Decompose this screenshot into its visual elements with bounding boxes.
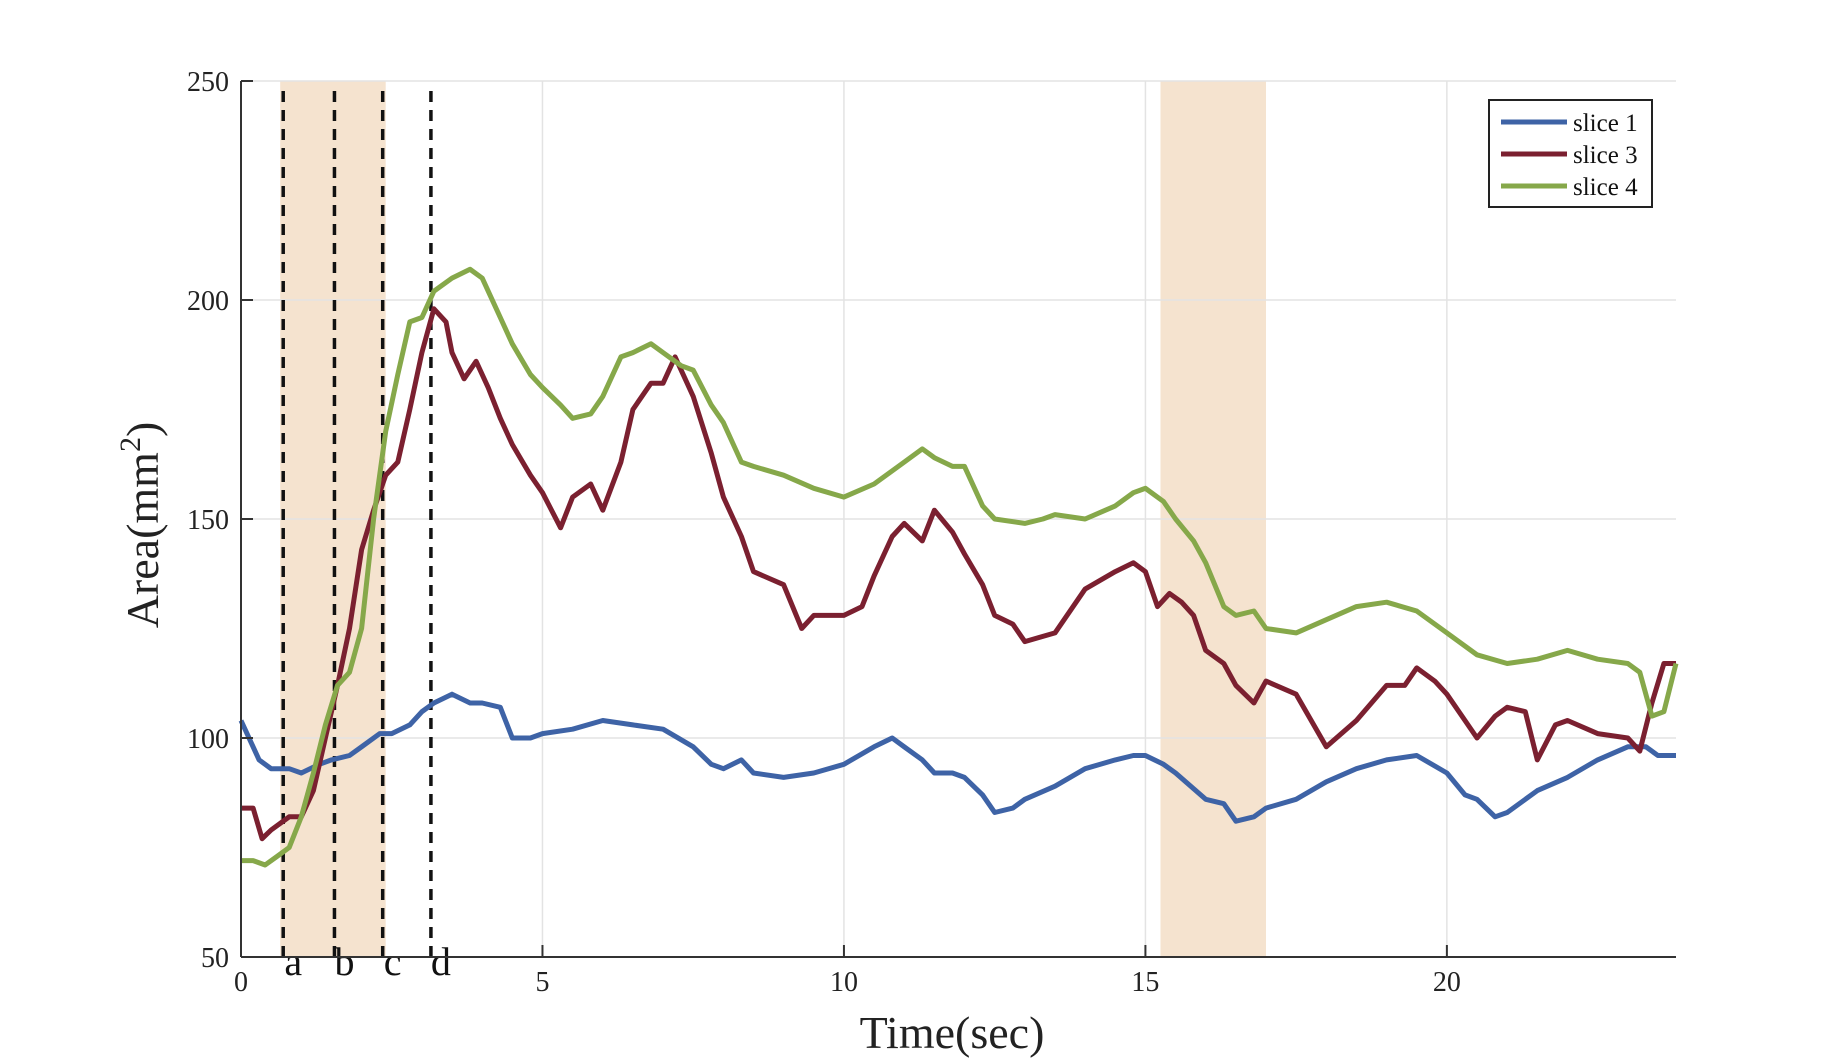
x-tick-label-0: 0	[234, 967, 248, 998]
x-tick-label-5: 5	[535, 967, 549, 998]
y-tick-label-200: 200	[187, 286, 229, 317]
series-line-slice-4	[241, 266, 1679, 868]
tick-labels: 0 5 10 15 20 50 100 150 200 250	[187, 67, 1461, 998]
y-axis-label-text: Area(mm	[117, 452, 168, 628]
series-line-slice-3	[241, 306, 1676, 842]
legend-label-slice-1: slice 1	[1573, 110, 1638, 137]
y-tick-label-100: 100	[187, 724, 229, 755]
x-tick-label-20: 20	[1433, 967, 1461, 998]
marker-label-c: c	[384, 939, 402, 984]
y-axis-label-superscript: 2	[114, 437, 147, 452]
marker-label-a: a	[284, 939, 302, 984]
x-axis-label: Time(sec)	[860, 1007, 1045, 1058]
y-tick-label-50: 50	[201, 943, 229, 974]
legend: slice 1 slice 3 slice 4	[1488, 99, 1653, 208]
y-axis-label-close: )	[117, 422, 168, 437]
marker-label-b: b	[334, 939, 354, 984]
y-tick-label-150: 150	[187, 505, 229, 536]
legend-label-slice-3: slice 3	[1573, 142, 1638, 169]
series-line-slice-1	[238, 691, 1676, 824]
y-tick-label-250: 250	[187, 67, 229, 98]
grid-lines	[241, 80, 1676, 957]
marker-label-d: d	[431, 939, 451, 984]
y-axis-label: Area(mm2)	[114, 422, 168, 629]
data-series	[238, 266, 1679, 868]
x-tick-label-10: 10	[830, 967, 858, 998]
legend-label-slice-4: slice 4	[1573, 174, 1638, 201]
x-tick-label-15: 15	[1131, 967, 1159, 998]
